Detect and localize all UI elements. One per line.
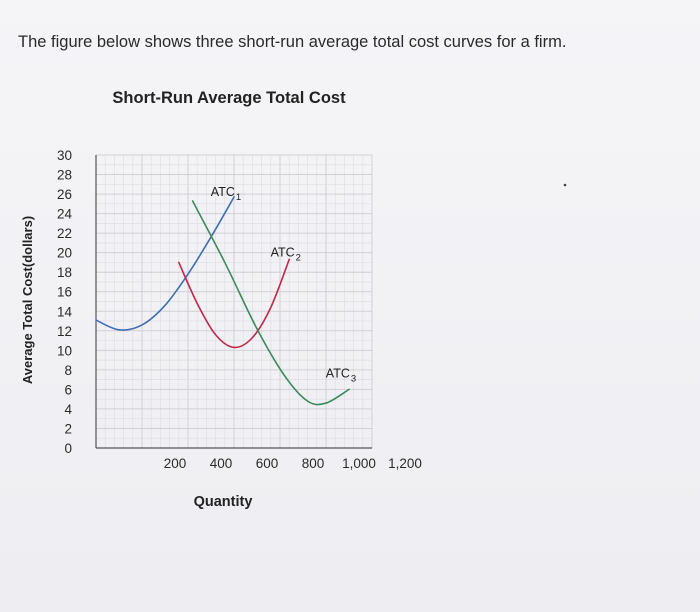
- y-tick-label: 2: [64, 421, 72, 436]
- y-tick-label: 16: [57, 285, 72, 300]
- series-line-atc1: [95, 196, 235, 331]
- x-tick-label: 200: [164, 456, 187, 471]
- x-tick-label: 800: [302, 456, 325, 471]
- curve-label: ATC2: [271, 246, 301, 264]
- y-tick-label: 26: [57, 187, 72, 202]
- y-tick-label: 10: [57, 343, 72, 358]
- x-tick-label: 1,000: [342, 456, 376, 471]
- y-tick-label: 12: [57, 324, 72, 339]
- series-line-atc3: [191, 200, 350, 406]
- y-axis-label: Average Total Cost(dollars): [20, 216, 35, 384]
- curve-label: ATC1: [211, 185, 241, 203]
- y-tick-label: 24: [57, 207, 73, 222]
- chart-title: Short-Run Average Total Cost: [112, 89, 346, 107]
- x-tick-label: 400: [210, 456, 233, 471]
- series: [95, 196, 350, 406]
- x-axis-label: Quantity: [194, 494, 253, 510]
- y-tick-label: 28: [57, 168, 72, 183]
- y-tick-label: 8: [64, 363, 72, 378]
- y-tick-label: 30: [57, 148, 72, 163]
- stray-dot: [563, 183, 567, 187]
- y-tick-label: 20: [57, 246, 72, 261]
- y-tick-label: 22: [57, 226, 72, 241]
- y-tick-label: 18: [57, 265, 72, 280]
- series-line-atc2: [178, 258, 290, 349]
- y-tick-label: 4: [64, 402, 72, 417]
- y-tick-label: 14: [57, 304, 73, 319]
- curve-labels: ATC1 ATC2 ATC3: [211, 185, 356, 385]
- y-tick-label: 0: [64, 441, 72, 456]
- curve-label: ATC3: [326, 367, 356, 385]
- x-tick-label: 1,200: [388, 456, 422, 471]
- intro-text: The figure below shows three short-run a…: [18, 33, 567, 51]
- x-tick-label: 600: [256, 456, 279, 471]
- axes: [95, 155, 372, 449]
- y-tick-label: 6: [64, 382, 72, 397]
